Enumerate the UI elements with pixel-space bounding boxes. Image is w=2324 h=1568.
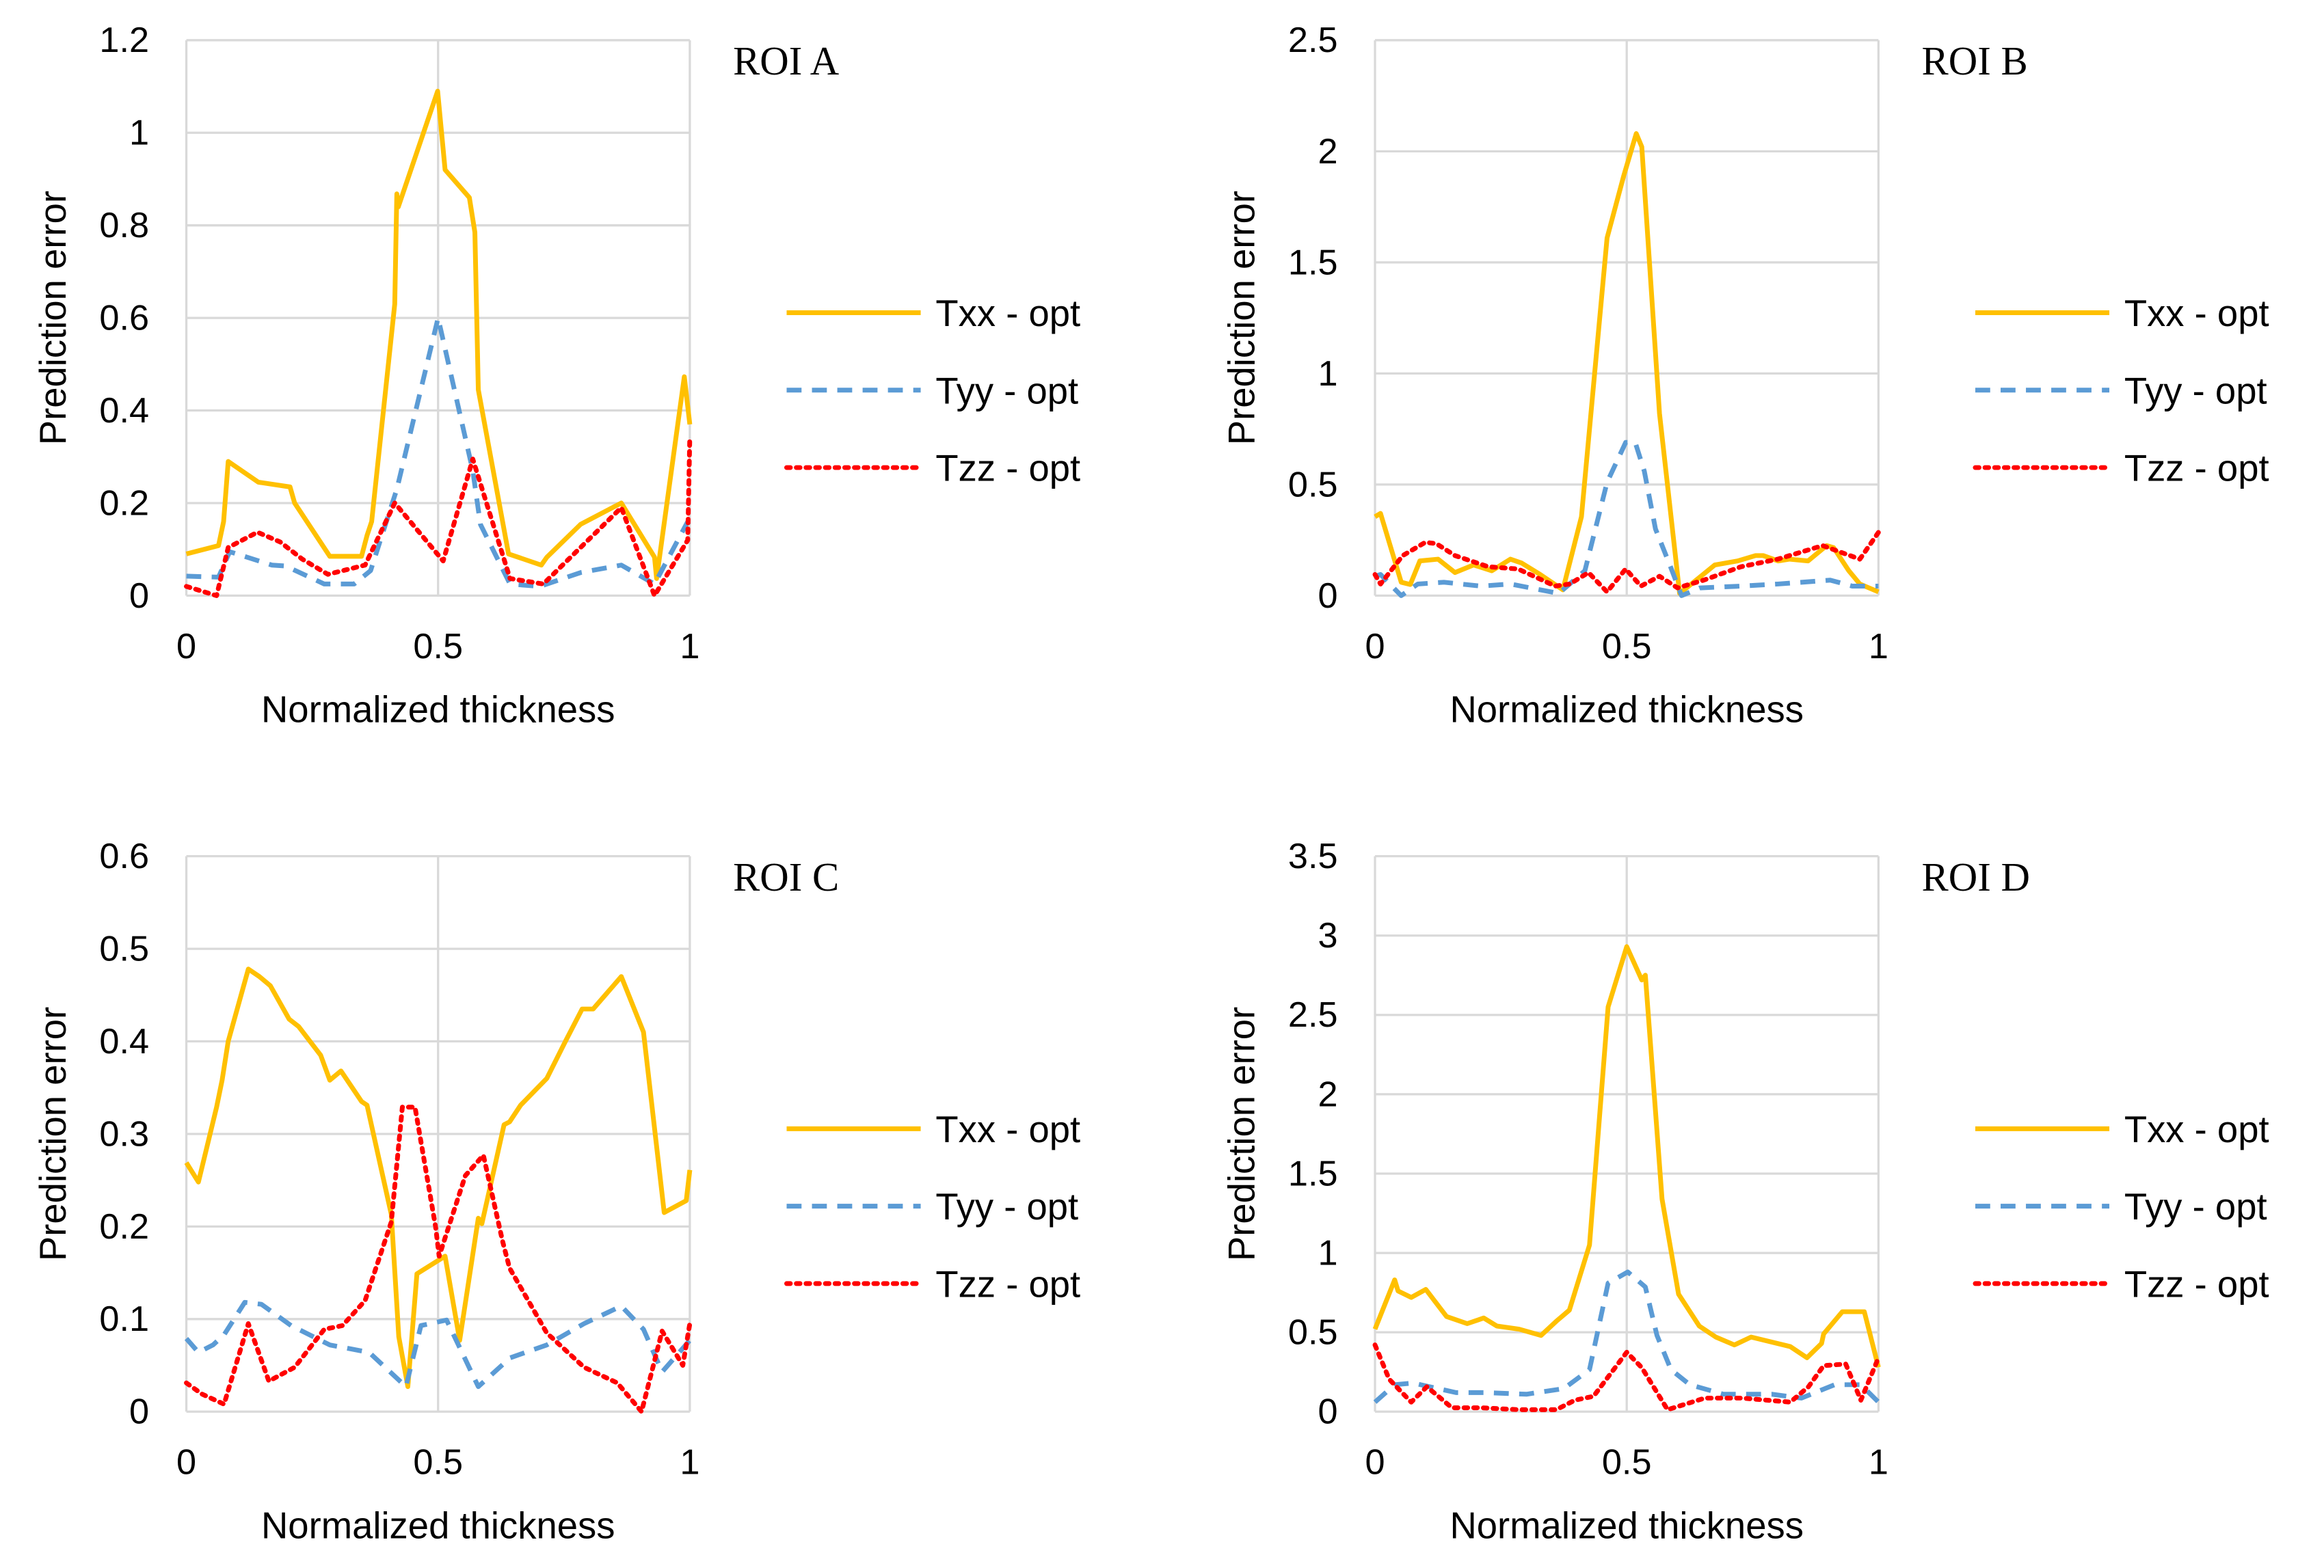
series-line-txx — [1372, 944, 1881, 1368]
y-tick-label: 0.5 — [1288, 465, 1338, 504]
x-tick-label: 0.5 — [413, 627, 463, 666]
y-tick-label: 2 — [1318, 1074, 1337, 1114]
x-tick-label: 0 — [176, 627, 196, 666]
y-tick-label: 0.2 — [99, 1207, 149, 1247]
legend-label: Tzz - opt — [935, 1264, 1080, 1306]
x-tick-label: 0 — [1365, 1443, 1385, 1483]
series-line-tyy — [1374, 440, 1879, 598]
y-axis-title: Prediction error — [32, 191, 74, 445]
series-line-txx — [1374, 131, 1880, 596]
legend-label: Tyy - opt — [2124, 370, 2267, 411]
series-line-tyy — [1373, 1269, 1880, 1404]
legend-label: Tzz - opt — [2124, 1264, 2269, 1306]
legend-label: Txx - opt — [2124, 293, 2269, 334]
x-tick-label: 1 — [680, 627, 699, 666]
y-tick-label: 0 — [129, 1392, 149, 1432]
y-tick-label: 1 — [1318, 1234, 1337, 1273]
chart-panel-roi-d: 0 0.5 1 1.5 2 2.5 3 3.5 0 0.5 1 Normalized thicknes… — [1221, 837, 2269, 1546]
legend-label: Txx - opt — [935, 293, 1080, 334]
y-tick-label: 3.5 — [1288, 837, 1338, 876]
y-tick-label: 0.3 — [99, 1114, 149, 1154]
roi-label: ROI B — [1922, 39, 2028, 83]
y-axis-title: Prediction error — [1221, 1007, 1263, 1261]
x-tick-label: 0.5 — [1602, 627, 1652, 666]
series-line-txx — [184, 967, 693, 1390]
legend-label: Tyy - opt — [935, 370, 1078, 411]
y-tick-label: 0.6 — [99, 837, 149, 876]
y-tick-label: 1 — [1318, 354, 1337, 394]
y-tick-label: 1.5 — [1288, 1154, 1338, 1193]
x-axis-title: Normalized thickness — [261, 1504, 615, 1546]
x-tick-label: 1 — [1869, 627, 1888, 666]
y-tick-label: 0.5 — [99, 930, 149, 969]
roi-label: ROI C — [733, 855, 839, 900]
y-tick-label: 2.5 — [1288, 21, 1338, 60]
y-tick-label: 0.5 — [1288, 1313, 1338, 1353]
series-line-tzz — [1372, 530, 1881, 595]
legend-label: Txx - opt — [935, 1109, 1080, 1150]
y-tick-label: 2 — [1318, 132, 1337, 172]
legend-label: Tyy - opt — [935, 1186, 1078, 1228]
x-tick-label: 1 — [1869, 1443, 1888, 1483]
y-tick-label: 0.6 — [99, 299, 149, 338]
chart-panel-roi-a: 0 0.2 0.4 0.6 0.8 1 1.2 0 0.5 1 Normalized thickne… — [32, 21, 1080, 730]
y-tick-label: 3 — [1318, 916, 1337, 956]
x-tick-label: 0.5 — [1602, 1443, 1652, 1483]
y-tick-label: 0 — [129, 576, 149, 616]
legend-label: Txx - opt — [2124, 1109, 2269, 1150]
x-tick-label: 0 — [1365, 627, 1385, 666]
y-tick-label: 0.4 — [99, 1022, 149, 1062]
x-axis-title: Normalized thickness — [1450, 1504, 1804, 1546]
y-tick-label: 0.4 — [99, 391, 149, 431]
chart-panel-roi-c: 0 0.1 0.2 0.3 0.4 0.5 0.6 0 0.5 1 Normalized thick… — [32, 837, 1080, 1546]
legend-label: Tzz - opt — [935, 448, 1080, 489]
series-line-tyy — [184, 1299, 692, 1390]
chart-panel-roi-b: 0 0.5 1 1.5 2 2.5 0 0.5 1 Normalized thickness Pre… — [1221, 21, 2269, 730]
y-tick-label: 0.8 — [99, 206, 149, 245]
y-axis-title: Prediction error — [32, 1007, 74, 1261]
roi-label: ROI D — [1922, 855, 2030, 900]
y-tick-label: 0 — [1318, 1392, 1337, 1432]
x-tick-label: 0.5 — [413, 1443, 463, 1483]
series-line-tzz — [1372, 1342, 1881, 1412]
x-tick-label: 1 — [680, 1443, 699, 1483]
x-axis-title: Normalized thickness — [261, 689, 615, 731]
legend-label: Tzz - opt — [2124, 448, 2269, 489]
y-tick-label: 0 — [1318, 576, 1337, 616]
y-tick-label: 1 — [129, 113, 149, 153]
y-tick-label: 1.5 — [1288, 243, 1338, 282]
series-line-tyy — [186, 315, 693, 589]
legend-label: Tyy - opt — [2124, 1186, 2267, 1228]
series-line-tzz — [184, 433, 693, 598]
x-axis-title: Normalized thickness — [1450, 689, 1804, 731]
x-tick-label: 0 — [176, 1443, 196, 1483]
y-tick-label: 0.1 — [99, 1299, 149, 1339]
y-axis-title: Prediction error — [1221, 191, 1263, 445]
y-tick-label: 2.5 — [1288, 995, 1338, 1035]
y-tick-label: 1.2 — [99, 21, 149, 60]
series-line-txx — [185, 88, 693, 581]
roi-label: ROI A — [733, 39, 840, 83]
y-tick-label: 0.2 — [99, 483, 149, 523]
series-line-tzz — [184, 1105, 693, 1414]
